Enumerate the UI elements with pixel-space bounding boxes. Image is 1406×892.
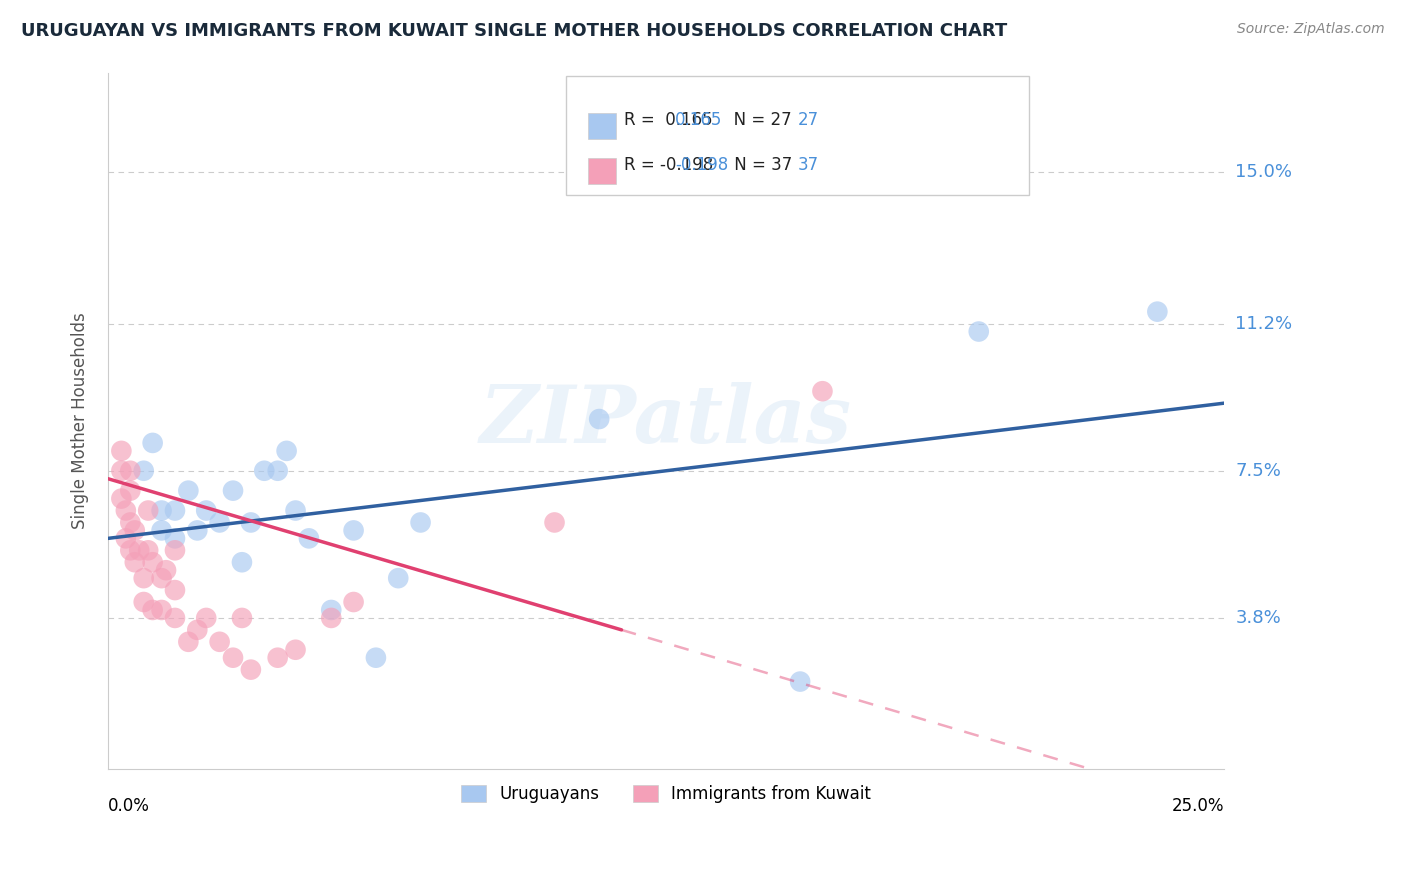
- Text: URUGUAYAN VS IMMIGRANTS FROM KUWAIT SINGLE MOTHER HOUSEHOLDS CORRELATION CHART: URUGUAYAN VS IMMIGRANTS FROM KUWAIT SING…: [21, 22, 1007, 40]
- Text: 3.8%: 3.8%: [1236, 609, 1281, 627]
- Text: R = -0.198    N = 37: R = -0.198 N = 37: [624, 156, 792, 174]
- Point: [120, 464, 142, 478]
- Point: [136, 503, 159, 517]
- Point: [195, 503, 218, 517]
- Point: [124, 555, 146, 569]
- Point: [142, 436, 165, 450]
- Point: [195, 611, 218, 625]
- Point: [208, 635, 231, 649]
- Point: [231, 555, 253, 569]
- Text: ZIPatlas: ZIPatlas: [479, 383, 852, 459]
- Point: [163, 503, 186, 517]
- Point: [163, 583, 186, 598]
- Point: [110, 491, 132, 506]
- Point: [128, 543, 150, 558]
- Point: [150, 603, 173, 617]
- Point: [132, 464, 155, 478]
- Text: -0.198: -0.198: [675, 156, 728, 174]
- Text: 27: 27: [797, 111, 820, 129]
- Text: 7.5%: 7.5%: [1236, 462, 1281, 480]
- Text: 0.165: 0.165: [675, 111, 723, 129]
- Point: [266, 650, 288, 665]
- Point: [789, 674, 811, 689]
- Point: [120, 483, 142, 498]
- Point: [239, 663, 262, 677]
- Point: [409, 516, 432, 530]
- Point: [1146, 304, 1168, 318]
- Point: [811, 384, 834, 399]
- FancyBboxPatch shape: [588, 158, 616, 185]
- Point: [284, 503, 307, 517]
- FancyBboxPatch shape: [588, 112, 616, 139]
- Text: 11.2%: 11.2%: [1236, 315, 1292, 333]
- Point: [208, 516, 231, 530]
- Point: [186, 623, 208, 637]
- Point: [132, 571, 155, 585]
- Text: 0.0%: 0.0%: [108, 797, 150, 815]
- FancyBboxPatch shape: [565, 77, 1029, 194]
- Point: [284, 642, 307, 657]
- Point: [163, 611, 186, 625]
- Point: [222, 483, 245, 498]
- Text: R =  0.165    N = 27: R = 0.165 N = 27: [624, 111, 792, 129]
- Point: [588, 412, 610, 426]
- Point: [222, 650, 245, 665]
- Point: [155, 563, 177, 577]
- Point: [110, 464, 132, 478]
- Point: [124, 524, 146, 538]
- Text: 37: 37: [797, 156, 820, 174]
- Point: [150, 571, 173, 585]
- Point: [239, 516, 262, 530]
- Point: [177, 635, 200, 649]
- Point: [115, 503, 138, 517]
- Point: [150, 503, 173, 517]
- Point: [321, 611, 343, 625]
- Point: [186, 524, 208, 538]
- Point: [342, 524, 364, 538]
- Point: [142, 603, 165, 617]
- Point: [132, 595, 155, 609]
- Point: [231, 611, 253, 625]
- Point: [298, 532, 321, 546]
- Point: [364, 650, 387, 665]
- Point: [136, 543, 159, 558]
- Point: [142, 555, 165, 569]
- Y-axis label: Single Mother Households: Single Mother Households: [72, 313, 89, 530]
- Legend: Uruguayans, Immigrants from Kuwait: Uruguayans, Immigrants from Kuwait: [454, 778, 877, 809]
- Text: 25.0%: 25.0%: [1171, 797, 1225, 815]
- Point: [150, 524, 173, 538]
- Point: [110, 443, 132, 458]
- Point: [276, 443, 298, 458]
- Point: [321, 603, 343, 617]
- Point: [120, 516, 142, 530]
- Point: [120, 543, 142, 558]
- Point: [163, 543, 186, 558]
- Point: [967, 325, 990, 339]
- Point: [387, 571, 409, 585]
- Text: 15.0%: 15.0%: [1236, 163, 1292, 181]
- Point: [163, 532, 186, 546]
- Point: [253, 464, 276, 478]
- Point: [543, 516, 565, 530]
- Text: Source: ZipAtlas.com: Source: ZipAtlas.com: [1237, 22, 1385, 37]
- Point: [115, 532, 138, 546]
- Point: [177, 483, 200, 498]
- Point: [342, 595, 364, 609]
- Point: [266, 464, 288, 478]
